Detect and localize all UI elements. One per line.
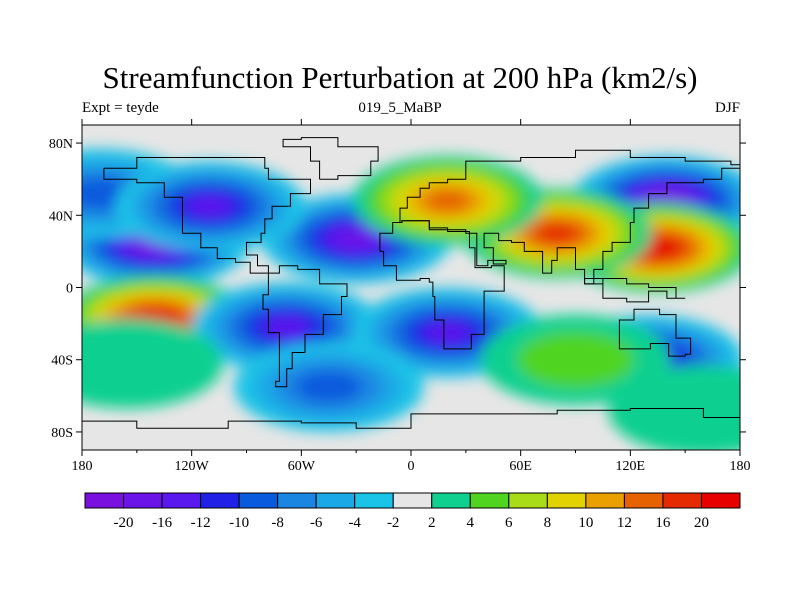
colorbar-label: -6 bbox=[310, 515, 323, 531]
colorbar-label: 10 bbox=[578, 515, 593, 531]
y-tick-label: 80N bbox=[49, 137, 73, 152]
x-tick-label: 60W bbox=[288, 459, 316, 474]
colorbar-label: -12 bbox=[191, 515, 211, 531]
field-contour-5-6 bbox=[537, 223, 578, 243]
y-tick-label: 80S bbox=[51, 426, 73, 441]
field-contour-8-5 bbox=[263, 316, 310, 339]
x-tick-label: 0 bbox=[408, 459, 415, 474]
x-tick-label: 120E bbox=[616, 459, 646, 474]
colorbar-label: 6 bbox=[505, 515, 513, 531]
field-contour-15-0 bbox=[608, 365, 740, 450]
colorbar-label: -16 bbox=[152, 515, 172, 531]
coastline-3 bbox=[392, 149, 740, 285]
coastlines bbox=[82, 137, 740, 429]
field-contour-12-0 bbox=[82, 318, 223, 409]
y-tick-label: 0 bbox=[66, 282, 73, 297]
colorbar-box bbox=[123, 492, 163, 509]
x-tick-label: 180 bbox=[72, 459, 93, 474]
colorbar-label: 20 bbox=[694, 515, 709, 531]
coastline-7 bbox=[82, 408, 740, 429]
colorbar-label: 16 bbox=[655, 515, 671, 531]
colorbar-label: 8 bbox=[544, 515, 552, 531]
chart-title: Streamfunction Perturbation at 200 hPa (… bbox=[102, 60, 698, 95]
colorbar-box bbox=[84, 492, 125, 509]
axis-ticks bbox=[76, 119, 746, 456]
coastline-6 bbox=[584, 278, 686, 303]
colorbar-box bbox=[508, 492, 548, 509]
colorbar-label: -20 bbox=[114, 515, 134, 531]
colorbar-box bbox=[431, 492, 471, 509]
colorbar-box bbox=[585, 492, 625, 509]
colorbar-label: 2 bbox=[428, 515, 436, 531]
colorbar-box bbox=[700, 492, 741, 509]
field-contour-11-3 bbox=[295, 371, 362, 403]
y-tick-label: 40N bbox=[49, 209, 73, 224]
colorbar-label: 12 bbox=[617, 515, 632, 531]
field-contour-14-5 bbox=[186, 195, 233, 218]
colorbar-label: -10 bbox=[229, 515, 249, 531]
x-tick-label: 180 bbox=[730, 459, 751, 474]
colorbar-box bbox=[161, 492, 202, 509]
case-label: 019_5_MaBP bbox=[358, 100, 442, 116]
field-contour-6-5 bbox=[424, 189, 471, 212]
coastline-0 bbox=[103, 157, 311, 274]
coastline-4 bbox=[379, 220, 505, 350]
colorbar-box bbox=[200, 492, 240, 509]
season-label: DJF bbox=[714, 100, 740, 116]
coastline-5 bbox=[618, 308, 692, 357]
colorbar-box bbox=[546, 492, 587, 509]
x-tick-label: 120W bbox=[175, 459, 210, 474]
axis-tick-labels: 180 120W 60W 0 60E 120E 180 80N 40N 0 40S 80S bbox=[49, 137, 751, 474]
x-tick-label: 60E bbox=[509, 459, 532, 474]
colorbar-box bbox=[354, 492, 394, 509]
field-contour-1-6 bbox=[336, 229, 377, 249]
coastline-1 bbox=[262, 265, 348, 388]
colorbar-box bbox=[623, 492, 664, 509]
colorbar-box bbox=[392, 492, 433, 509]
colorbar-box bbox=[315, 492, 356, 509]
field-contour-9-5 bbox=[424, 321, 471, 344]
field-contour-13-1 bbox=[517, 332, 634, 388]
coastline-2 bbox=[282, 137, 379, 180]
y-tick-label: 40S bbox=[51, 354, 73, 369]
streamfunction-field bbox=[82, 125, 740, 450]
colorbar-box bbox=[238, 492, 279, 509]
colorbar-label: -4 bbox=[348, 515, 361, 531]
colorbar: -20 -16 -12 -10 -8 -6 -4 -2 2 4 6 8 10 12 16 20 bbox=[84, 492, 741, 531]
colorbar-label: -8 bbox=[271, 515, 284, 531]
colorbar-label: -2 bbox=[387, 515, 400, 531]
colorbar-box bbox=[662, 492, 702, 509]
colorbar-label: 4 bbox=[467, 515, 475, 531]
colorbar-box bbox=[277, 492, 317, 509]
experiment-label: Expt = teyde bbox=[82, 100, 159, 116]
colorbar-box bbox=[469, 492, 510, 509]
